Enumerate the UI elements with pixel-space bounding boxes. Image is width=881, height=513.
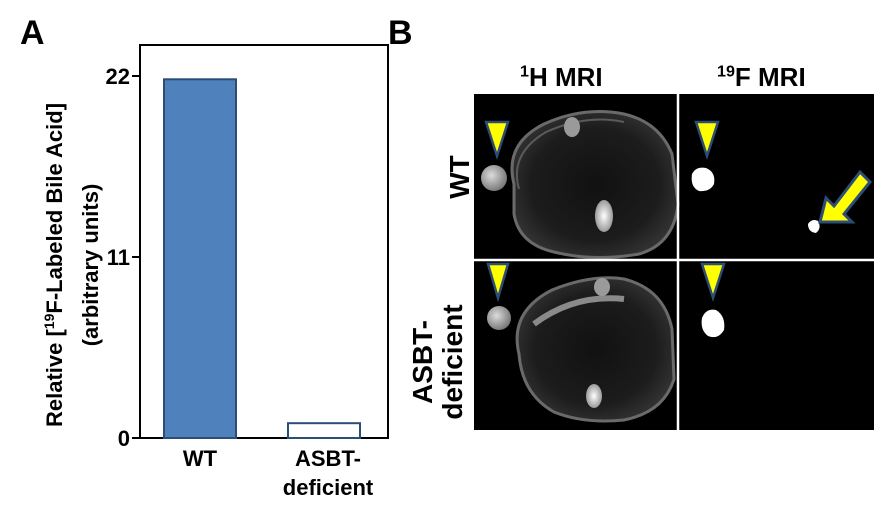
bar [163, 78, 237, 439]
y-axis-label-line1: Relative [19F-Labeled Bile Acid] [41, 103, 67, 427]
mri-wt-19f-image [691, 120, 873, 233]
x-tick-label: ASBT- [295, 446, 361, 471]
row-label-wt: WT [444, 155, 475, 199]
mri-image-grid [474, 94, 874, 430]
row-label-asbt-deficient: ASBT- deficient [407, 304, 468, 420]
reference-marker-icon [487, 306, 511, 330]
arrowhead-marker-icon [484, 120, 510, 161]
plot-frame [139, 44, 389, 439]
y-tick-label: 0 [118, 426, 130, 451]
y-axis-label-line2: (arbitrary units) [78, 184, 103, 347]
x-tick-label: WT [183, 446, 218, 471]
y-tick-label: 22 [106, 64, 130, 89]
mri-asbt-1h-image [486, 262, 676, 423]
y-tick-label: 11 [107, 245, 130, 270]
arrowhead-marker-icon [694, 120, 720, 161]
bar [287, 422, 361, 440]
mri-wt-1h-image [481, 110, 680, 260]
column-title-19f-mri: 19F MRI [717, 62, 806, 92]
mri-asbt-19f-image [700, 262, 726, 338]
arrow-icon [818, 169, 873, 224]
arrowhead-marker-icon [486, 262, 510, 303]
reference-marker-icon [481, 165, 507, 191]
panel-a-letter: A [20, 14, 45, 52]
x-tick-label: deficient [283, 475, 374, 500]
column-title-1h-mri: 1H MRI [520, 62, 603, 92]
panel-b-letter: B [388, 14, 413, 52]
arrowhead-marker-icon [700, 262, 726, 303]
